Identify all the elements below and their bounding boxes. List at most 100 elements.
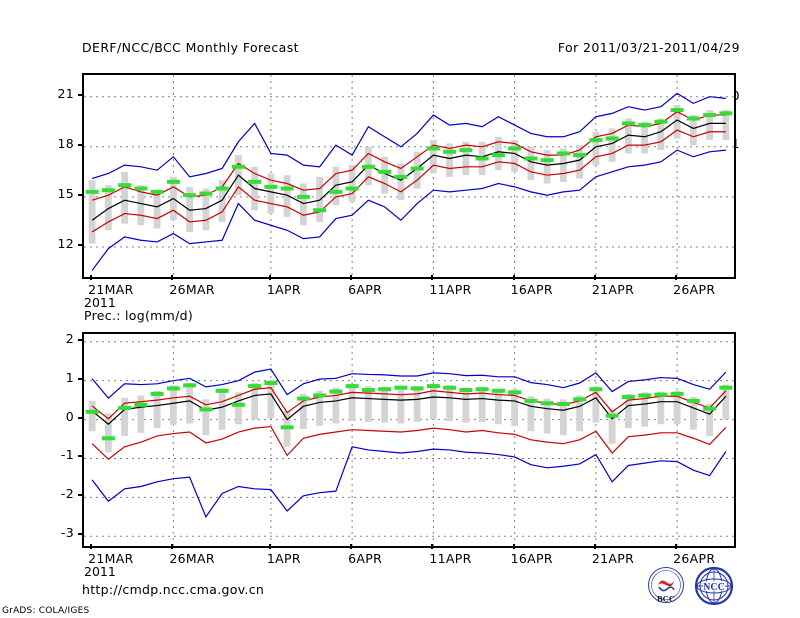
y-axis-tick-label: 1: [65, 369, 74, 385]
x-axis-tick-label: 21MAR: [88, 551, 134, 566]
ensemble-spread-box: [592, 131, 600, 166]
x-axis-tick-mark: [171, 275, 174, 280]
x-axis-tick-label: 26MAR: [169, 282, 215, 297]
chart-title: DERF/NCC/BCC Monthly Forecast: [82, 40, 299, 55]
ensemble-spread-box: [689, 115, 697, 146]
x-axis-tick-mark: [512, 544, 515, 549]
ensemble-spread-box: [689, 397, 697, 430]
ensemble-spread-box: [641, 392, 649, 427]
bcc-logo-graphic: BCC: [648, 567, 684, 604]
ensemble-spread-box: [153, 390, 161, 429]
ensemble-spread-box: [381, 156, 389, 194]
series-line: [91, 425, 727, 461]
temperature-x-axis-year: 2011: [84, 295, 116, 310]
ensemble-spread-box: [624, 118, 632, 154]
x-axis-tick-mark: [268, 544, 271, 549]
ensemble-spread-box: [527, 146, 535, 181]
ensemble-spread-box: [478, 386, 486, 422]
ensemble-spread-box: [348, 165, 356, 202]
y-axis-tick-label: 18: [57, 135, 74, 151]
series-line: [91, 446, 727, 519]
series-line: [91, 129, 726, 233]
ensemble-spread-box: [673, 390, 681, 425]
ncc-logo: NCC: [692, 566, 736, 608]
y-axis-tick-label: 21: [57, 85, 74, 101]
series-line: [91, 111, 726, 201]
ensemble-spread-box: [413, 386, 421, 422]
ensemble-spread-box: [608, 128, 616, 162]
x-axis-tick-label: 16APR: [510, 551, 553, 566]
ensemble-spread-box: [576, 395, 584, 432]
x-axis-tick-mark: [431, 544, 434, 549]
x-axis-tick-mark: [171, 544, 174, 549]
x-axis-tick-mark: [675, 275, 678, 280]
temperature-plot-area: [84, 75, 734, 277]
x-axis-tick-mark: [90, 275, 93, 280]
x-axis-tick-mark: [350, 275, 353, 280]
y-axis-tick-label: -1: [60, 447, 74, 463]
x-axis-tick-label: 11APR: [429, 282, 472, 297]
ensemble-spread-box: [429, 140, 437, 174]
y-axis-tick-mark: [78, 533, 84, 536]
ensemble-spread-box: [397, 386, 405, 424]
ensemble-spread-box: [576, 145, 584, 179]
y-axis-tick-label: 15: [57, 185, 74, 201]
y-axis-tick-mark: [78, 93, 84, 96]
ensemble-spread-box: [673, 105, 681, 139]
x-axis-tick-mark: [593, 544, 596, 549]
ensemble-spread-box: [299, 183, 307, 226]
ensemble-spread-box: [251, 383, 259, 420]
grads-credit: GrADS: COLA/IGES: [2, 606, 90, 616]
bcc-logo: BCC: [645, 566, 687, 608]
ensemble-spread-box: [169, 385, 177, 426]
y-axis-tick-label: 2: [65, 330, 74, 346]
precipitation-plot-panel: [82, 332, 736, 548]
ensemble-spread-box: [381, 386, 389, 423]
x-axis-tick-label: 1APR: [266, 551, 301, 566]
y-axis-tick-mark: [78, 455, 84, 458]
precipitation-caption: Prec.: log(mm/d): [84, 308, 194, 323]
ensemble-spread-box: [186, 186, 194, 232]
ensemble-spread-box: [722, 110, 730, 141]
y-axis-tick-mark: [78, 243, 84, 246]
x-axis-tick-mark: [512, 275, 515, 280]
precipitation-x-axis-year: 2011: [84, 564, 116, 579]
y-axis-tick-label: 12: [57, 235, 74, 251]
ensemble-spread-box: [559, 148, 567, 182]
ensemble-spread-box: [511, 389, 519, 426]
x-axis-tick-label: 21APR: [591, 551, 635, 566]
series-line: [91, 368, 727, 400]
x-axis-tick-mark: [431, 275, 434, 280]
x-axis-tick-mark: [268, 275, 271, 280]
series-line: [91, 119, 726, 221]
x-axis-tick-label: 6APR: [348, 551, 383, 566]
ensemble-spread-box: [104, 185, 112, 231]
series-line: [91, 149, 726, 271]
x-axis-tick-mark: [593, 275, 596, 280]
x-axis-tick-label: 26APR: [673, 551, 716, 566]
ensemble-spread-box: [706, 404, 714, 436]
website-url[interactable]: http://cmdp.ncc.cma.gov.cn: [82, 582, 265, 597]
ensemble-spread-box: [267, 379, 275, 419]
ensemble-spread-box: [332, 387, 340, 424]
ensemble-spread-box: [218, 180, 226, 222]
ensemble-spread-box: [657, 118, 665, 151]
x-axis-tick-mark: [350, 544, 353, 549]
ensemble-spread-box: [657, 391, 665, 425]
ensemble-spread-box: [218, 388, 226, 430]
x-axis-tick-label: 26APR: [673, 282, 716, 297]
ensemble-spread-box: [88, 180, 96, 244]
y-axis-tick-mark: [78, 338, 84, 341]
ensemble-spread-box: [234, 392, 242, 425]
x-axis-tick-mark: [90, 544, 93, 549]
ensemble-spread-box: [299, 393, 307, 429]
ensemble-spread-box: [121, 171, 129, 224]
ensemble-spread-box: [316, 390, 324, 426]
ensemble-spread-box: [592, 386, 600, 423]
forecast-period-label: For 2011/03/21-2011/04/29: [557, 40, 740, 55]
ensemble-spread-box: [397, 163, 405, 201]
ensemble-spread-box: [267, 173, 275, 214]
ncc-logo-graphic: NCC: [694, 566, 734, 606]
ensemble-spread-box: [624, 393, 632, 429]
